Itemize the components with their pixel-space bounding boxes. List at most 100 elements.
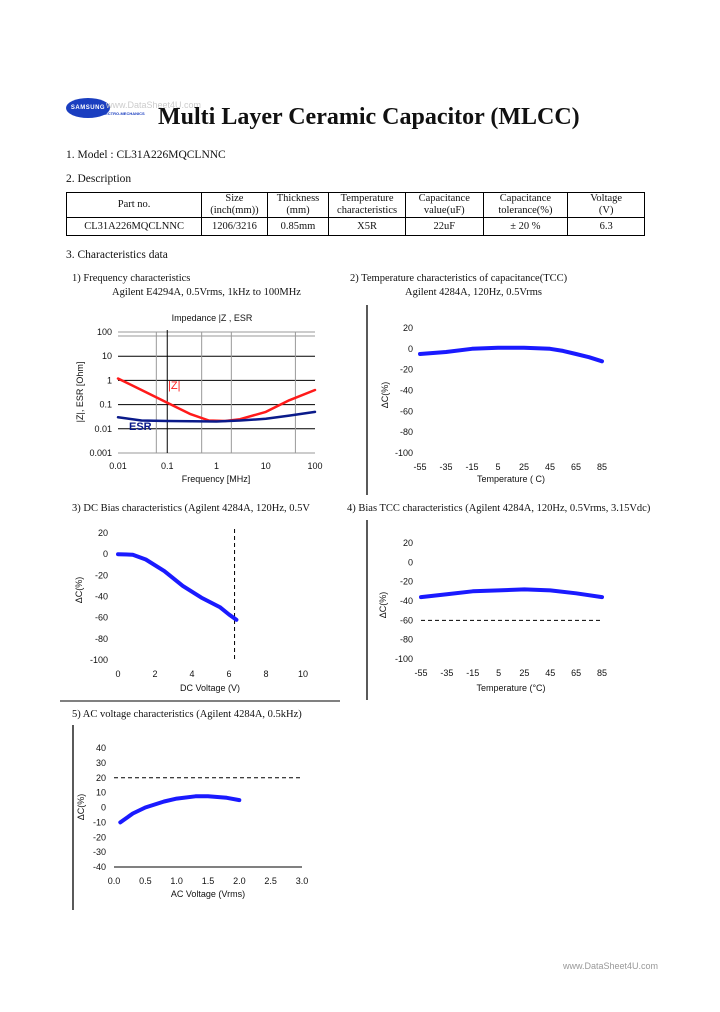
cell-size: 1206/3216 xyxy=(201,217,268,236)
chart1-legend-z: |Z| xyxy=(168,380,180,392)
chart3-x-tick-label: 2 xyxy=(152,669,157,679)
chart3-y-tick-label: 0 xyxy=(103,549,108,559)
chart1-x-tick-label: 1 xyxy=(214,461,219,471)
chart1-y-tick-label: 0.01 xyxy=(94,424,112,434)
chart1-x-tick-label: 10 xyxy=(261,461,271,471)
chart5-y-tick-label: -10 xyxy=(93,817,106,827)
page-title: Multi Layer Ceramic Capacitor (MLCC) xyxy=(158,104,580,130)
chart3-x-tick-label: 10 xyxy=(298,669,308,679)
chart1-x-tick-label: 0.1 xyxy=(161,461,174,471)
chart2-x-tick-label: -15 xyxy=(465,462,478,472)
chart4-x-tick-label: -15 xyxy=(466,668,479,678)
chart2-x-tick-label: 85 xyxy=(597,462,607,472)
characteristics-heading: 3. Characteristics data xyxy=(66,249,168,261)
cell-voltage: 6.3 xyxy=(567,217,645,236)
model-heading: 1. Model : CL31A226MQCLNNC xyxy=(66,149,226,161)
chart5-x-tick-label: 2.0 xyxy=(233,876,246,886)
chart4-x-tick-label: 45 xyxy=(545,668,555,678)
chart3-y-axis-label: ΔC(%) xyxy=(74,577,84,604)
chart2-x-tick-label: 25 xyxy=(519,462,529,472)
chart3-x-tick-label: 6 xyxy=(226,669,231,679)
chart3-y-tick-label: -100 xyxy=(90,655,108,665)
chart5-x-tick-label: 1.0 xyxy=(170,876,183,886)
chart5-x-tick-label: 0.0 xyxy=(108,876,121,886)
cell-cap-tolerance: ± 20 % xyxy=(482,217,569,236)
chart2-title: 2) Temperature characteristics of capaci… xyxy=(350,273,568,284)
chart4-y-axis-label: ΔC(%) xyxy=(378,592,388,619)
chart2-y-tick-label: 20 xyxy=(403,323,413,333)
chart2-x-axis-label: Temperature ( C) xyxy=(477,474,545,484)
chart3-y-tick-label: -40 xyxy=(95,592,108,602)
footer-url: www.DataSheet4U.com xyxy=(563,961,659,971)
logo-subtext: ELECTRO-MECHANICS xyxy=(100,111,145,116)
chart5-x-tick-label: 3.0 xyxy=(296,876,309,886)
chart1-y-tick-label: 100 xyxy=(97,327,112,337)
chart2-y-tick-label: 0 xyxy=(408,344,413,354)
chart1-plot-title: Impedance |Z , ESR xyxy=(172,313,253,323)
chart5-x-tick-label: 1.5 xyxy=(202,876,215,886)
chart1-legend-esr: ESR xyxy=(129,421,152,433)
chart2-x-tick-label: -35 xyxy=(439,462,452,472)
chart5-y-tick-label: -20 xyxy=(93,832,106,842)
chart3-x-tick-label: 4 xyxy=(189,669,194,679)
chart2-y-tick-label: -60 xyxy=(400,406,413,416)
chart4-y-tick-label: -20 xyxy=(400,577,413,587)
chart3-series-line xyxy=(116,552,239,622)
chart2-x-tick-label: -55 xyxy=(413,462,426,472)
chart4-x-tick-label: 5 xyxy=(496,668,501,678)
chart5-y-tick-label: -30 xyxy=(93,847,106,857)
chart4-y-tick-label: -100 xyxy=(395,654,413,664)
chart3-title: 3) DC Bias characteristics (Agilent 4284… xyxy=(72,503,310,514)
chart2-y-tick-label: -40 xyxy=(400,386,413,396)
chart2-x-tick-label: 65 xyxy=(571,462,581,472)
chart1-x-axis-label: Frequency [MHz] xyxy=(182,474,251,484)
chart1-series-line xyxy=(116,377,317,423)
chart5-x-tick-label: 0.5 xyxy=(139,876,152,886)
chart3-x-axis-label: DC Voltage (V) xyxy=(180,683,240,693)
description-table: Part no. Size (inch(mm)) Thickness (mm) Te… xyxy=(65,192,645,236)
chart1-x-tick-label: 0.01 xyxy=(109,461,127,471)
chart4-series-line xyxy=(419,587,604,600)
chart4-y-tick-label: -80 xyxy=(400,635,413,645)
chart5-y-tick-label: 0 xyxy=(101,803,106,813)
chart4-x-tick-label: 65 xyxy=(571,668,581,678)
chart1-x-tick-label: 100 xyxy=(307,461,322,471)
header-cap-tolerance: Capacitance tolerance(%) xyxy=(482,192,569,218)
table-header-row: Part no. Size (inch(mm)) Thickness (mm) Te… xyxy=(65,192,645,218)
table-row: CL31A226MQCLNNC 1206/3216 0.85mm X5R 22u… xyxy=(65,217,645,236)
chart5-x-tick-label: 2.5 xyxy=(264,876,277,886)
chart3-x-tick-label: 8 xyxy=(263,669,268,679)
chart1-subtitle: Agilent E4294A, 0.5Vrms, 1kHz to 100MHz xyxy=(112,287,301,298)
chart1-y-tick-label: 1 xyxy=(107,375,112,385)
chart4-title: 4) Bias TCC characteristics (Agilent 428… xyxy=(347,503,651,514)
chart4-y-tick-label: 20 xyxy=(403,538,413,548)
chart2-x-tick-label: 5 xyxy=(495,462,500,472)
chart5-y-tick-label: 20 xyxy=(96,773,106,783)
chart2-x-tick-label: 45 xyxy=(545,462,555,472)
chart5-y-tick-label: 30 xyxy=(96,758,106,768)
chart3-y-tick-label: -60 xyxy=(95,613,108,623)
chart5-y-tick-label: 40 xyxy=(96,743,106,753)
chart5-series-line xyxy=(118,794,242,825)
description-heading: 2. Description xyxy=(66,173,132,185)
chart1-y-tick-label: 10 xyxy=(102,351,112,361)
chart2-y-tick-label: -100 xyxy=(395,448,413,458)
chart5-y-tick-label: -40 xyxy=(93,862,106,872)
logo-oval: SAMSUNG xyxy=(66,98,110,118)
chart5-y-axis-label: ΔC(%) xyxy=(76,794,86,821)
chart3-x-tick-label: 0 xyxy=(115,669,120,679)
chart3-y-tick-label: -80 xyxy=(95,634,108,644)
chart5-title: 5) AC voltage characteristics (Agilent 4… xyxy=(72,709,302,720)
chart4-y-tick-label: 0 xyxy=(408,557,413,567)
chart4-x-tick-label: 85 xyxy=(597,668,607,678)
chart5-y-tick-label: 10 xyxy=(96,788,106,798)
chart1-y-axis-label: |Z|, ESR [Ohm] xyxy=(75,362,85,423)
cell-thickness: 0.85mm xyxy=(266,217,330,236)
chart4-y-tick-label: -40 xyxy=(400,596,413,606)
chart1-y-tick-label: 0.001 xyxy=(89,448,112,458)
chart2-y-tick-label: -20 xyxy=(400,365,413,375)
header-thickness: Thickness (mm) xyxy=(266,192,330,218)
chart4-x-tick-label: 25 xyxy=(519,668,529,678)
